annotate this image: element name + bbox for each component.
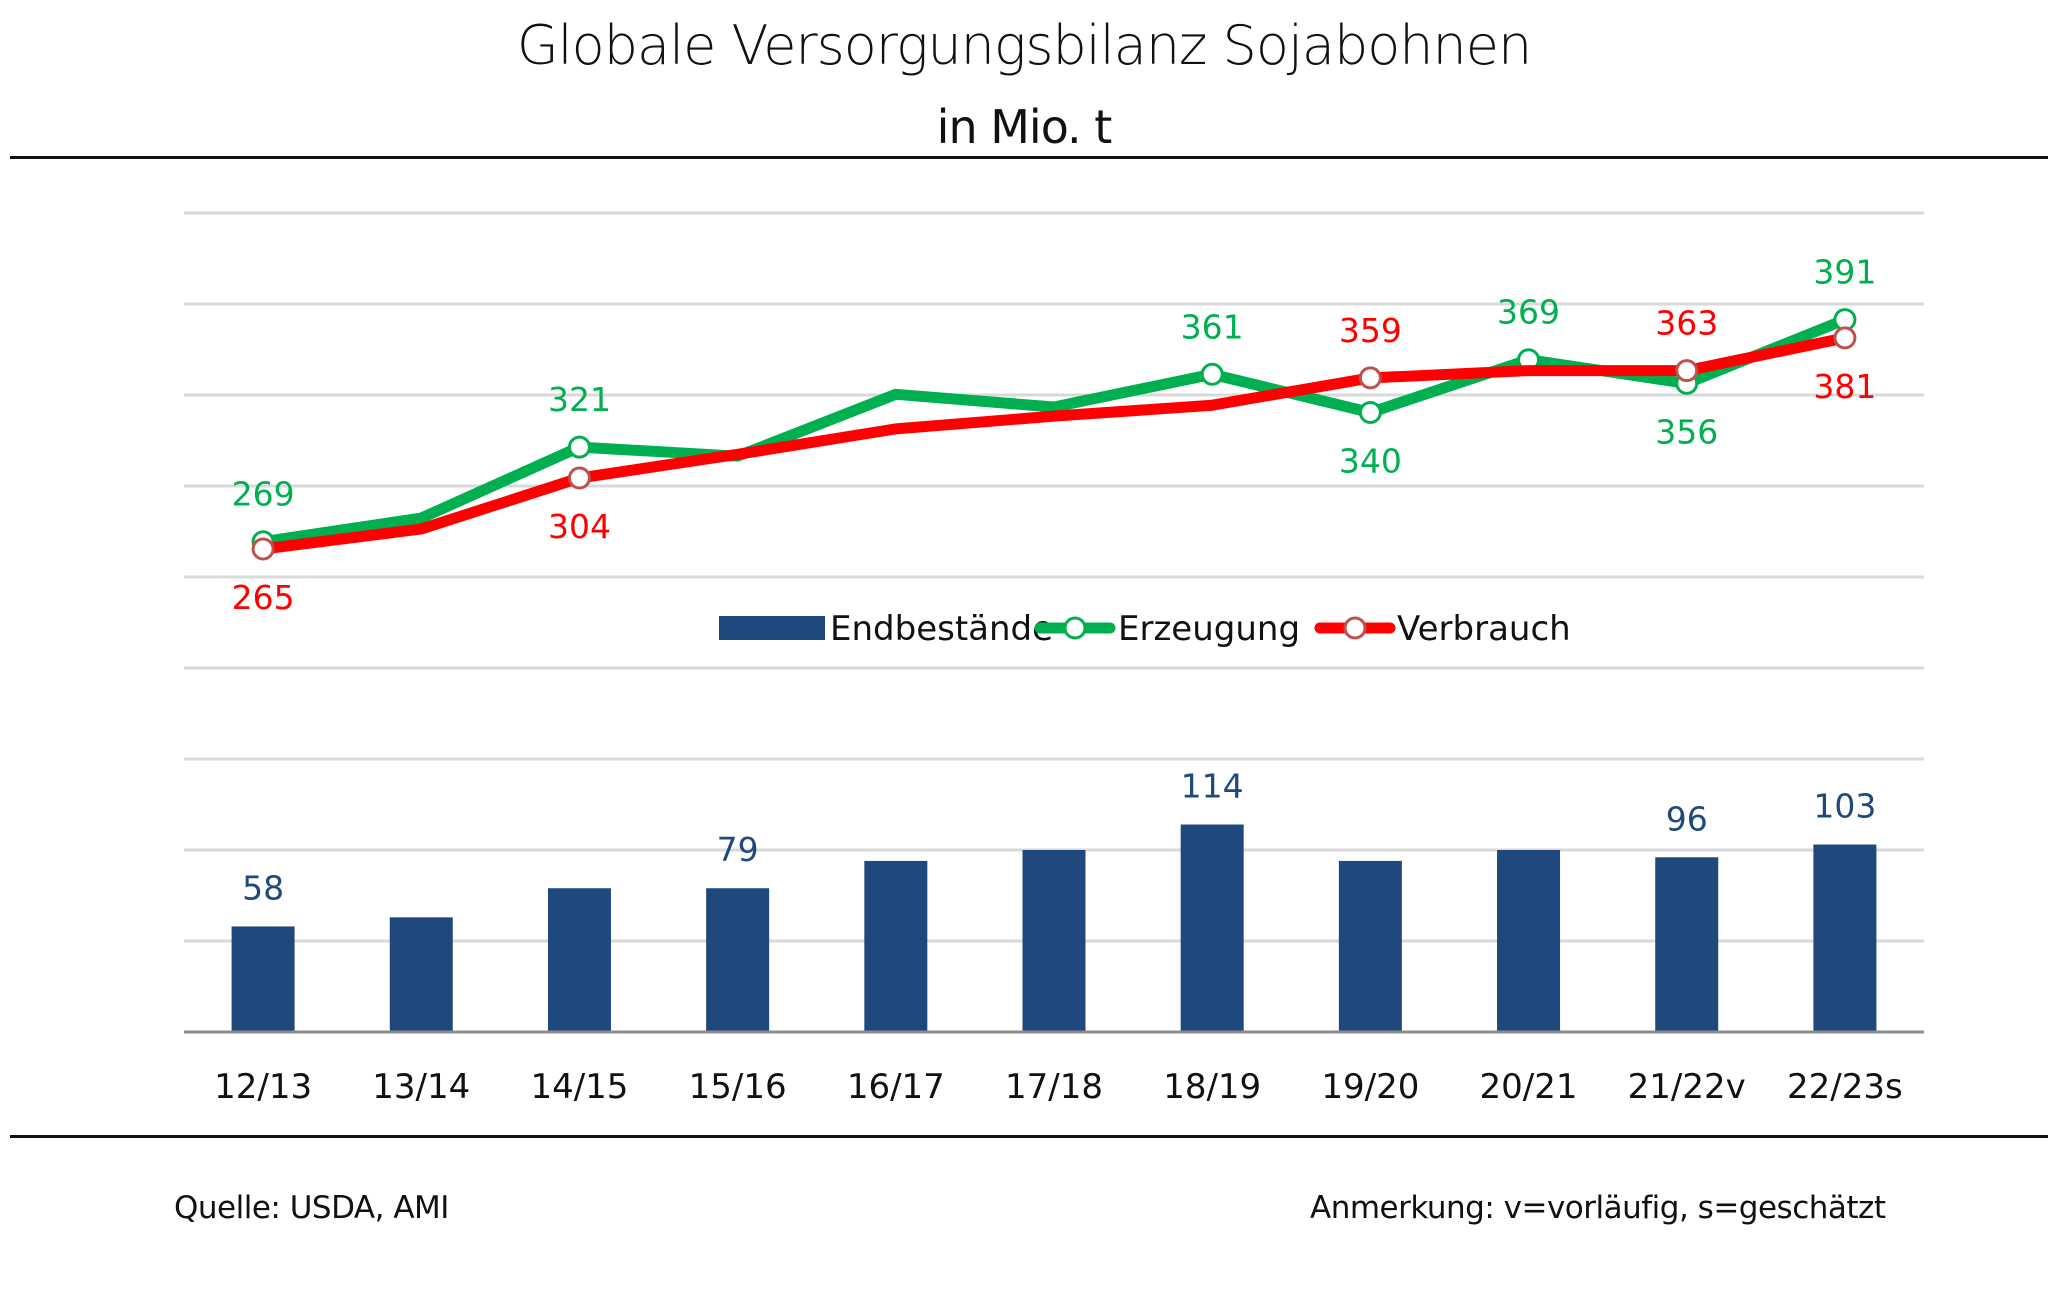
bar-12/13 <box>231 926 295 1032</box>
x-tick-label: 19/20 <box>1321 1067 1419 1107</box>
line-verbrauch <box>262 332 1847 555</box>
chart-title: Globale Versorgungsbilanz Sojabohnen <box>516 14 1532 77</box>
legend-marker-verbrauch <box>1343 616 1367 640</box>
bar-16/17 <box>864 860 928 1032</box>
legend-swatch-endbestaende <box>719 616 825 640</box>
bar-22/23s <box>1813 844 1877 1032</box>
line-label-erzeugung-22/23s: 391 <box>1813 253 1876 292</box>
annotation-note: Anmerkung: v=vorläufig, s=geschätzt <box>1310 1190 1886 1226</box>
bar-14/15 <box>547 888 611 1032</box>
top-divider <box>10 156 2048 159</box>
x-tick-label: 12/13 <box>214 1067 312 1107</box>
x-tick-label: 18/19 <box>1163 1067 1261 1107</box>
marker-erzeugung-18/19 <box>1200 362 1224 386</box>
x-tick-label: 13/14 <box>372 1067 470 1107</box>
bar-13/14 <box>389 917 453 1032</box>
bar-series-endbestaende <box>231 824 1877 1032</box>
x-tick-label: 22/23s <box>1787 1067 1903 1107</box>
legend: Endbestände Erzeugung Verbrauch <box>719 609 1571 649</box>
marker-verbrauch-14/15 <box>567 466 591 490</box>
legend-label-verbrauch: Verbrauch <box>1397 609 1571 649</box>
bar-15/16 <box>706 888 770 1032</box>
x-tick-label: 20/21 <box>1480 1067 1578 1107</box>
bottom-divider <box>10 1135 2048 1138</box>
bar-label-15/16: 79 <box>717 830 759 869</box>
bar-label-18/19: 114 <box>1181 767 1244 806</box>
line-label-erzeugung-12/13: 269 <box>232 475 295 514</box>
line-label-erzeugung-19/20: 340 <box>1339 442 1402 481</box>
bar-21/22v <box>1655 857 1719 1032</box>
legend-label-endbestaende: Endbestände <box>830 609 1053 649</box>
marker-erzeugung-14/15 <box>567 435 591 459</box>
marker-verbrauch-19/20 <box>1358 366 1382 390</box>
x-tick-label: 16/17 <box>847 1067 945 1107</box>
x-tick-label: 15/16 <box>689 1067 787 1107</box>
line-label-verbrauch-19/20: 359 <box>1339 311 1402 350</box>
marker-verbrauch-22/23s <box>1833 326 1857 350</box>
legend-label-erzeugung: Erzeugung <box>1118 609 1300 649</box>
line-label-verbrauch-21/22v: 363 <box>1655 304 1718 343</box>
line-label-erzeugung-18/19: 361 <box>1181 307 1244 346</box>
bar-20/21 <box>1497 850 1561 1032</box>
data-labels: 58 79 114 96 103 269 321 361 340 369 356 391 265 304 3… <box>232 253 1877 908</box>
x-axis-ticks: 12/13 13/14 14/15 15/16 16/17 17/18 18/19 19/20… <box>214 1067 1903 1107</box>
bar-label-12/13: 58 <box>242 868 284 907</box>
line-label-erzeugung-20/21: 369 <box>1497 293 1560 332</box>
line-label-verbrauch-14/15: 304 <box>548 507 611 546</box>
gridlines <box>184 211 1924 943</box>
legend-marker-erzeugung <box>1063 616 1087 640</box>
bar-label-22/23s: 103 <box>1813 787 1876 826</box>
x-tick-label: 14/15 <box>530 1067 628 1107</box>
line-series <box>251 308 1857 561</box>
bar-17/18 <box>1022 850 1086 1032</box>
line-label-erzeugung-21/22v: 356 <box>1655 412 1718 451</box>
marker-verbrauch-21/22v <box>1675 359 1699 383</box>
chart-subtitle: in Mio. t <box>936 100 1113 154</box>
bar-18/19 <box>1180 824 1244 1032</box>
line-label-verbrauch-12/13: 265 <box>232 578 295 617</box>
x-tick-label: 21/22v <box>1628 1067 1746 1107</box>
bar-19/20 <box>1338 860 1402 1032</box>
line-label-erzeugung-14/15: 321 <box>548 380 611 419</box>
marker-verbrauch-12/13 <box>251 537 275 561</box>
bar-label-21/22v: 96 <box>1666 799 1708 838</box>
x-tick-label: 17/18 <box>1005 1067 1103 1107</box>
line-label-verbrauch-22/23s: 381 <box>1813 367 1876 406</box>
source-note: Quelle: USDA, AMI <box>174 1190 449 1226</box>
marker-erzeugung-19/20 <box>1358 401 1382 424</box>
